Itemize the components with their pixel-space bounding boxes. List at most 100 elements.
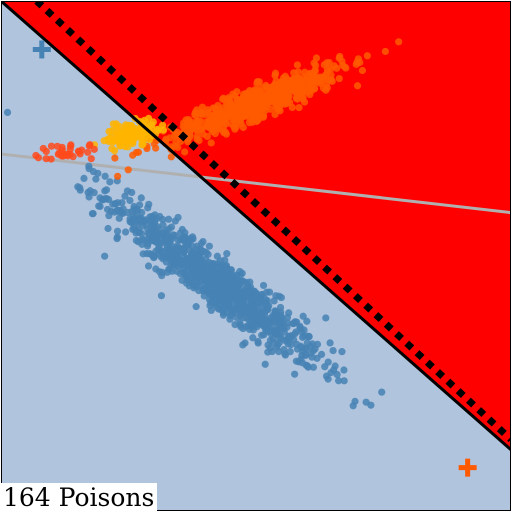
data-point <box>137 194 145 202</box>
data-point <box>181 229 189 237</box>
data-point <box>92 175 100 183</box>
data-point <box>326 339 334 347</box>
data-point <box>363 52 371 60</box>
data-point <box>301 350 310 358</box>
data-point <box>196 277 205 285</box>
data-point <box>259 110 267 118</box>
data-point <box>152 265 160 273</box>
data-point <box>133 215 141 224</box>
data-point <box>335 74 343 83</box>
data-point <box>113 227 122 235</box>
data-point <box>162 258 170 266</box>
data-point <box>323 84 331 92</box>
data-point <box>288 103 296 112</box>
data-point <box>340 366 348 374</box>
data-point <box>102 186 111 194</box>
data-point <box>109 200 117 208</box>
data-point <box>198 108 206 116</box>
data-point <box>254 337 262 346</box>
data-point <box>119 205 127 213</box>
data-point <box>307 81 315 89</box>
data-point <box>178 236 187 244</box>
data-point <box>253 307 261 315</box>
clean-boundary <box>1 1 511 451</box>
data-point <box>249 334 257 342</box>
data-point <box>174 213 182 222</box>
data-point <box>158 268 166 276</box>
data-point <box>285 309 293 317</box>
data-point <box>196 245 204 253</box>
data-point <box>307 342 315 350</box>
boundaries-layer <box>1 1 511 451</box>
data-point <box>316 77 324 86</box>
data-point <box>159 215 167 224</box>
data-point <box>236 319 244 327</box>
data-point <box>80 174 88 182</box>
data-point <box>204 277 213 285</box>
data-point <box>182 268 190 276</box>
data-point <box>220 296 228 304</box>
data-point <box>132 229 140 237</box>
data-point <box>124 166 132 174</box>
data-point <box>226 274 235 282</box>
data-point <box>230 299 238 307</box>
data-point <box>227 120 235 128</box>
data-point <box>113 233 121 241</box>
data-point <box>207 299 215 307</box>
data-point <box>200 292 208 300</box>
data-point <box>167 234 175 242</box>
data-point <box>273 85 282 93</box>
data-point <box>329 346 337 355</box>
data-point <box>293 61 302 69</box>
data-point <box>121 192 129 200</box>
data-point <box>59 151 67 159</box>
data-point <box>241 308 250 316</box>
data-point <box>259 281 268 290</box>
data-point <box>212 276 220 284</box>
data-point <box>295 358 303 366</box>
series-poison-extra <box>32 141 98 163</box>
data-point <box>196 261 204 269</box>
data-point <box>67 142 75 150</box>
data-point <box>226 315 234 323</box>
data-point <box>69 153 77 161</box>
data-point <box>308 353 316 361</box>
data-point <box>241 339 249 347</box>
data-point <box>303 317 311 325</box>
data-point <box>53 142 62 150</box>
data-point <box>353 82 362 90</box>
data-point <box>231 290 239 298</box>
data-point <box>138 208 146 217</box>
data-point <box>167 153 175 161</box>
poisoned-boundary <box>34 1 511 443</box>
data-point <box>245 294 254 302</box>
data-point <box>87 155 95 163</box>
data-point <box>105 127 113 136</box>
data-point <box>277 293 285 302</box>
points-layer <box>3 38 403 410</box>
data-point <box>104 224 112 233</box>
data-point <box>330 366 338 374</box>
data-point <box>324 358 332 366</box>
data-point <box>207 139 215 147</box>
data-point <box>317 350 326 359</box>
data-point <box>85 142 93 150</box>
data-point <box>286 348 294 356</box>
data-point <box>159 248 167 257</box>
data-point <box>109 120 117 128</box>
reference-line <box>1 152 511 215</box>
data-point <box>395 38 403 46</box>
data-point <box>171 257 180 265</box>
data-point <box>119 139 127 147</box>
data-point <box>144 204 152 212</box>
data-point <box>338 348 346 356</box>
data-point <box>340 63 349 71</box>
data-point <box>228 110 236 118</box>
poison-count-label: 164 Poisons <box>1 483 158 512</box>
data-point <box>165 265 173 273</box>
data-point <box>101 172 109 180</box>
data-point <box>261 297 270 305</box>
data-point <box>192 303 200 311</box>
